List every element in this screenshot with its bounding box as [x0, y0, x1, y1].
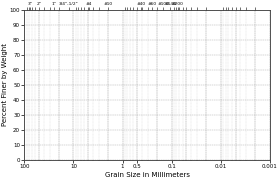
X-axis label: Grain Size in Millimeters: Grain Size in Millimeters: [105, 172, 190, 178]
Y-axis label: Percent Finer by Weight: Percent Finer by Weight: [2, 43, 8, 126]
